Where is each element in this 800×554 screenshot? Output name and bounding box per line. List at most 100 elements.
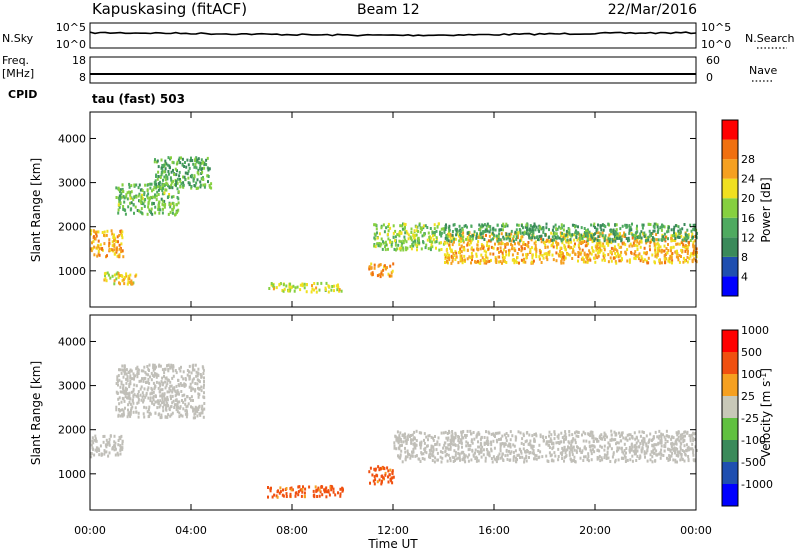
scatter-cell <box>583 455 585 459</box>
scatter-cell <box>190 185 193 188</box>
scatter-cell <box>163 184 166 188</box>
velocity-panel-frame <box>89 314 697 511</box>
scatter-cell <box>614 239 617 243</box>
scatter-cell <box>664 261 666 265</box>
scatter-cell <box>198 393 201 397</box>
scatter-cell <box>415 225 418 229</box>
scatter-cell <box>131 377 133 381</box>
scatter-cell <box>647 222 650 226</box>
scatter-cell <box>178 174 181 178</box>
scatter-cell <box>155 182 158 186</box>
scatter-cell <box>116 246 118 250</box>
scatter-cell <box>113 434 116 438</box>
scatter-cell <box>467 444 470 448</box>
scatter-cell <box>394 235 397 239</box>
scatter-cell <box>532 259 535 263</box>
scatter-cell <box>636 244 639 248</box>
scatter-cell <box>690 235 693 239</box>
scatter-cell <box>164 380 167 384</box>
scatter-cell <box>137 395 140 399</box>
scatter-cell <box>545 252 548 256</box>
scatter-cell <box>534 243 537 247</box>
scatter-cell <box>121 249 124 253</box>
scatter-cell <box>170 397 172 401</box>
scatter-cell <box>205 163 208 166</box>
colorbar-tick-label: 12 <box>741 231 755 244</box>
scatter-cell <box>664 438 667 442</box>
scatter-cell <box>326 490 328 494</box>
scatter-cell <box>198 412 201 416</box>
velocity-colorbar-label-close: ] <box>759 368 773 373</box>
scatter-cell <box>600 456 603 460</box>
scatter-cell <box>679 230 682 234</box>
scatter-cell <box>393 444 396 448</box>
scatter-cell <box>640 240 643 244</box>
scatter-cell <box>591 434 594 438</box>
scatter-cell <box>466 429 469 433</box>
scatter-cell <box>418 223 421 227</box>
scatter-cell <box>597 231 600 235</box>
scatter-cell <box>454 453 457 457</box>
scatter-cell <box>433 223 436 227</box>
freq-left-tick-top: 18 <box>72 54 86 67</box>
scatter-cell <box>597 456 600 460</box>
scatter-cell <box>542 226 545 230</box>
scatter-cell <box>531 256 534 260</box>
scatter-cell <box>432 436 434 440</box>
scatter-cell <box>304 487 307 491</box>
scatter-cell <box>563 459 565 463</box>
scatter-cell <box>111 274 114 278</box>
scatter-cell <box>498 232 501 236</box>
scatter-cell <box>479 259 482 263</box>
scatter-cell <box>432 448 435 452</box>
scatter-cell <box>165 173 168 177</box>
scatter-cell <box>475 234 478 238</box>
scatter-cell <box>639 454 642 458</box>
scatter-cell <box>113 279 116 283</box>
scatter-cell <box>297 493 300 497</box>
scatter-cell <box>598 250 601 254</box>
scatter-cell <box>535 434 538 438</box>
scatter-cell <box>586 239 589 242</box>
scatter-cell <box>438 248 441 252</box>
scatter-cell <box>289 494 292 498</box>
scatter-cell <box>628 258 631 262</box>
scatter-cell <box>451 259 454 263</box>
scatter-cell <box>308 485 311 489</box>
scatter-cell <box>689 439 692 443</box>
scatter-cell <box>545 256 548 260</box>
scatter-cell <box>522 260 525 264</box>
scatter-cell <box>471 254 474 258</box>
scatter-cell <box>514 249 517 253</box>
scatter-cell <box>207 168 210 172</box>
scatter-cell <box>683 444 686 448</box>
scatter-cell <box>608 233 611 237</box>
scatter-cell <box>527 228 530 232</box>
scatter-cell <box>551 253 554 257</box>
scatter-cell <box>620 239 623 243</box>
scatter-cell <box>463 453 466 457</box>
scatter-cell <box>169 166 171 170</box>
scatter-cell <box>531 253 534 257</box>
scatter-cell <box>379 244 382 248</box>
scatter-cell <box>169 365 172 369</box>
scatter-cell <box>400 449 403 453</box>
scatter-cell <box>144 371 147 375</box>
scatter-cell <box>598 240 601 244</box>
scatter-cell <box>482 448 485 452</box>
scatter-cell <box>436 451 439 455</box>
scatter-cell <box>584 447 587 451</box>
scatter-cell <box>393 446 396 450</box>
scatter-cell <box>560 239 563 243</box>
scatter-cell <box>202 372 205 375</box>
scatter-cell <box>293 289 296 293</box>
scatter-cell <box>490 238 493 242</box>
scatter-cell <box>525 459 528 463</box>
scatter-cell <box>125 368 128 372</box>
scatter-cell <box>419 230 422 234</box>
scatter-cell <box>159 208 162 212</box>
scatter-cell <box>618 246 621 249</box>
scatter-cell <box>454 459 456 462</box>
scatter-cell <box>380 271 383 275</box>
